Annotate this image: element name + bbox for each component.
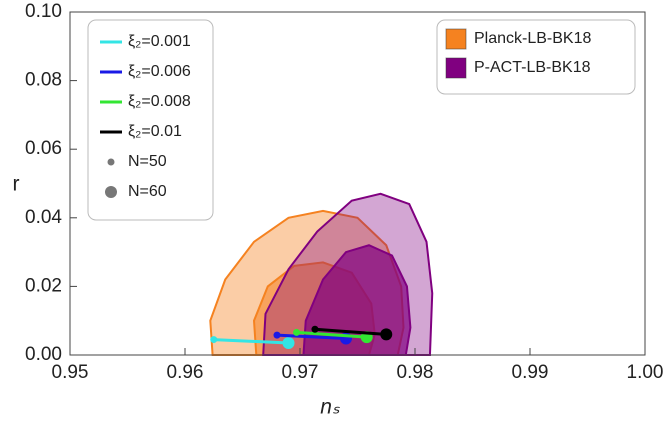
legend-point: [107, 158, 115, 166]
point: [282, 336, 295, 349]
y-tick-label: 0.04: [25, 207, 62, 228]
y-axis-label: r: [13, 173, 20, 196]
legend-swatch: [445, 57, 467, 79]
plot-frame: [69, 11, 646, 356]
x-axis-label: nₛ: [320, 396, 340, 419]
point: [273, 331, 281, 339]
legend-label: N=50: [128, 153, 167, 170]
point: [380, 328, 393, 341]
legend-box: [436, 19, 636, 95]
legend-label: ξ₂=0.01: [128, 123, 182, 140]
line: [314, 327, 387, 336]
point: [210, 336, 218, 344]
x-tick-label: 0.99: [512, 362, 549, 383]
y-tick-label: 0.08: [25, 70, 62, 91]
legend-point: [105, 186, 117, 198]
legend-label: ξ₂=0.006: [128, 63, 191, 80]
y-tick-label: 0.10: [25, 1, 62, 22]
legend-label: N=60: [128, 183, 167, 200]
legend-box: [87, 19, 214, 221]
y-tick-label: 0.02: [25, 275, 62, 296]
legend-label: Planck-LB-BK18: [474, 30, 591, 47]
contour-region: [302, 244, 412, 356]
legend-label: P-ACT-LB-BK18: [474, 59, 591, 76]
point: [311, 325, 319, 333]
y-tick-label: 0.06: [25, 138, 62, 159]
legend-label: ξ₂=0.008: [128, 93, 191, 110]
line: [213, 338, 289, 345]
x-tick-label: 0.95: [52, 362, 89, 383]
x-tick-label: 1.00: [627, 362, 664, 383]
y-tick-label: 0.00: [25, 344, 62, 365]
point: [293, 328, 301, 336]
x-tick-label: 0.97: [282, 362, 319, 383]
x-tick-label: 0.96: [167, 362, 204, 383]
x-tick-label: 0.98: [397, 362, 434, 383]
line: [276, 333, 347, 341]
legend-swatch: [445, 28, 467, 50]
legend-label: ξ₂=0.001: [128, 33, 191, 50]
line: [296, 330, 367, 339]
